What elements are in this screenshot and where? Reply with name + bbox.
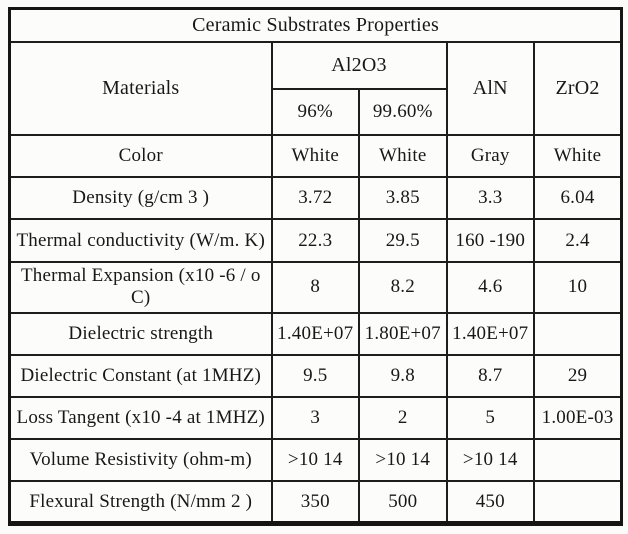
header-materials: Materials <box>8 41 273 136</box>
cell-value: 9.8 <box>358 353 448 398</box>
header-al2o3: Al2O3 <box>270 41 448 90</box>
table-row-loss-tangent: Loss Tangent (x10 -4 at 1MHZ) 3 2 5 1.00… <box>8 395 623 441</box>
cell-value: 10 <box>533 260 623 314</box>
cell-value: White <box>358 133 448 179</box>
property-label: Loss Tangent (x10 -4 at 1MHZ) <box>8 395 273 441</box>
property-label: Color <box>8 133 273 179</box>
table-row-thermal-conductivity: Thermal conductivity (W/m. K) 22.3 29.5 … <box>8 218 623 263</box>
cell-value: White <box>533 133 623 179</box>
cell-value: 4.6 <box>445 260 535 314</box>
cell-value: 3 <box>270 395 360 441</box>
cell-value: 29 <box>533 353 623 398</box>
cell-value: Gray <box>445 133 535 179</box>
cell-value: 8 <box>270 260 360 314</box>
property-label: Dielectric Constant (at 1MHZ) <box>8 353 273 398</box>
cell-value: 8.2 <box>358 260 448 314</box>
cell-value: >10 14 <box>358 438 448 483</box>
cell-value: 160 -190 <box>445 218 535 263</box>
header-zro2: ZrO2 <box>533 41 623 136</box>
property-label: Density (g/cm 3 ) <box>8 176 273 221</box>
cell-value: 1.80E+07 <box>358 311 448 356</box>
table-title: Ceramic Substrates Properties <box>8 7 623 44</box>
cell-value: 1.40E+07 <box>445 311 535 356</box>
table-title-row: Ceramic Substrates Properties <box>8 7 623 44</box>
table-row-thermal-expansion: Thermal Expansion (x10 -6 / o C) 8 8.2 4… <box>8 260 623 314</box>
property-label: Flexural Strength (N/mm 2 ) <box>8 480 273 525</box>
table-row-density: Density (g/cm 3 ) 3.72 3.85 3.3 6.04 <box>8 176 623 221</box>
cell-value: 2 <box>358 395 448 441</box>
header-al2o3-99-60: 99.60% <box>358 87 448 137</box>
property-label: Thermal Expansion (x10 -6 / o C) <box>8 260 273 314</box>
cell-value: 8.7 <box>445 353 535 398</box>
cell-value: 5 <box>445 395 535 441</box>
cell-value <box>533 480 623 525</box>
cell-value: White <box>270 133 360 179</box>
table-row-volume-resistivity: Volume Resistivity (ohm-m) >10 14 >10 14… <box>8 438 623 483</box>
header-row-1: Materials Al2O3 AlN ZrO2 <box>8 41 623 136</box>
cell-value: 3.85 <box>358 176 448 221</box>
cell-value: >10 14 <box>270 438 360 483</box>
table-row-dielectric-constant: Dielectric Constant (at 1MHZ) 9.5 9.8 8.… <box>8 353 623 398</box>
cell-value: 500 <box>358 480 448 525</box>
ceramic-substrates-table: Ceramic Substrates Properties Materials … <box>8 7 624 526</box>
property-label: Dielectric strength <box>8 311 273 356</box>
cell-value <box>533 311 623 356</box>
cell-value: 29.5 <box>358 218 448 263</box>
cell-value: 350 <box>270 480 360 525</box>
property-label: Thermal conductivity (W/m. K) <box>8 218 273 263</box>
cell-value: 3.72 <box>270 176 360 221</box>
property-label: Volume Resistivity (ohm-m) <box>8 438 273 483</box>
table-row-flexural-strength: Flexural Strength (N/mm 2 ) 350 500 450 <box>8 480 623 525</box>
cell-value: 22.3 <box>270 218 360 263</box>
cell-value: 450 <box>445 480 535 525</box>
table-row-color: Color White White Gray White <box>8 133 623 179</box>
table-row-dielectric-strength: Dielectric strength 1.40E+07 1.80E+07 1.… <box>8 311 623 356</box>
header-aln: AlN <box>445 41 535 136</box>
cell-value: 3.3 <box>445 176 535 221</box>
cell-value: 1.00E-03 <box>533 395 623 441</box>
cell-value: 2.4 <box>533 218 623 263</box>
cell-value <box>533 438 623 483</box>
header-row-2: 96% 99.60% <box>10 87 622 137</box>
cell-value: 9.5 <box>270 353 360 398</box>
cell-value: 1.40E+07 <box>270 311 360 356</box>
cell-value: >10 14 <box>445 438 535 483</box>
cell-value: 6.04 <box>533 176 623 221</box>
header-al2o3-96: 96% <box>270 87 360 137</box>
